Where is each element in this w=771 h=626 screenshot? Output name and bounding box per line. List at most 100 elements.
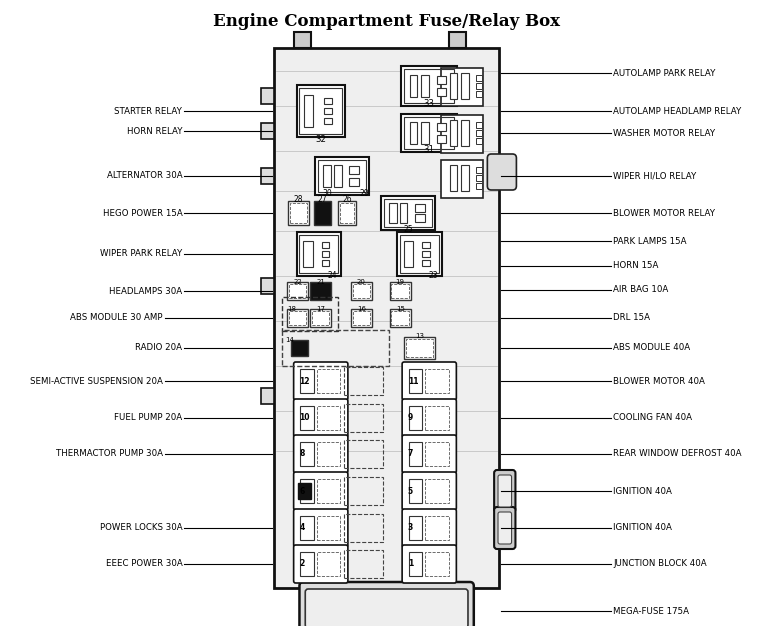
Text: JUNCTION BLOCK 40A: JUNCTION BLOCK 40A: [613, 560, 707, 568]
FancyBboxPatch shape: [294, 472, 348, 510]
Text: 8: 8: [299, 449, 305, 458]
Text: HORN RELAY: HORN RELAY: [126, 126, 182, 135]
Text: 31: 31: [424, 145, 435, 155]
FancyBboxPatch shape: [494, 507, 516, 549]
Bar: [426, 369, 449, 393]
Bar: [318, 160, 366, 192]
Text: 32: 32: [315, 135, 326, 143]
Text: PARK LAMPS 15A: PARK LAMPS 15A: [613, 237, 687, 245]
FancyBboxPatch shape: [498, 475, 512, 507]
Text: 18: 18: [288, 306, 296, 312]
Text: DRL 15A: DRL 15A: [613, 314, 650, 322]
Bar: [317, 406, 340, 430]
Bar: [392, 311, 409, 325]
Text: 15: 15: [396, 306, 405, 312]
Bar: [287, 282, 308, 300]
Text: 11: 11: [408, 376, 419, 386]
Text: 19: 19: [396, 279, 405, 285]
Text: 4: 4: [299, 523, 305, 533]
FancyBboxPatch shape: [299, 582, 474, 626]
Bar: [344, 477, 382, 505]
Bar: [404, 117, 454, 149]
Text: 28: 28: [294, 195, 303, 205]
Bar: [415, 204, 425, 212]
Text: COOLING FAN 40A: COOLING FAN 40A: [613, 414, 692, 423]
Bar: [322, 251, 329, 257]
Bar: [476, 183, 482, 189]
Bar: [310, 282, 332, 300]
FancyBboxPatch shape: [305, 589, 468, 626]
Bar: [301, 369, 314, 393]
Text: IGNITION 40A: IGNITION 40A: [613, 486, 672, 496]
Bar: [409, 122, 417, 143]
FancyBboxPatch shape: [402, 362, 456, 400]
Bar: [340, 203, 354, 223]
Bar: [301, 479, 314, 503]
Bar: [415, 214, 425, 222]
Bar: [476, 83, 482, 89]
Text: AUTOLAMP PARK RELAY: AUTOLAMP PARK RELAY: [613, 68, 715, 78]
Text: HEGO POWER 15A: HEGO POWER 15A: [103, 208, 182, 217]
Bar: [400, 235, 439, 273]
Bar: [409, 442, 423, 466]
Bar: [310, 309, 332, 327]
Bar: [404, 69, 454, 103]
Bar: [282, 297, 338, 331]
Text: THERMACTOR PUMP 30A: THERMACTOR PUMP 30A: [56, 449, 163, 458]
Text: STARTER RELAY: STARTER RELAY: [114, 106, 182, 116]
Text: 5: 5: [408, 486, 413, 496]
Bar: [322, 242, 329, 248]
Bar: [476, 138, 482, 144]
Text: 13: 13: [415, 333, 424, 339]
Bar: [404, 337, 435, 359]
Bar: [344, 367, 382, 395]
Bar: [426, 552, 449, 576]
Bar: [317, 552, 340, 576]
Bar: [334, 165, 342, 187]
Bar: [351, 282, 372, 300]
Text: 30: 30: [322, 190, 332, 198]
Text: 33: 33: [424, 100, 435, 108]
Bar: [344, 404, 382, 432]
Text: 24: 24: [328, 272, 337, 280]
Bar: [322, 260, 329, 266]
Text: HORN 15A: HORN 15A: [613, 262, 658, 270]
Bar: [436, 76, 446, 84]
Bar: [397, 232, 442, 276]
Bar: [403, 241, 413, 267]
Bar: [298, 483, 311, 499]
Text: Engine Compartment Fuse/Relay Box: Engine Compartment Fuse/Relay Box: [213, 13, 560, 30]
Bar: [426, 479, 449, 503]
Bar: [338, 201, 355, 225]
Bar: [476, 91, 482, 97]
Text: BLOWER MOTOR RELAY: BLOWER MOTOR RELAY: [613, 208, 715, 217]
Bar: [317, 442, 340, 466]
Bar: [476, 175, 482, 181]
Text: AIR BAG 10A: AIR BAG 10A: [613, 285, 668, 294]
Text: 20: 20: [357, 279, 366, 285]
Text: 29: 29: [359, 190, 369, 198]
Text: MEGA-FUSE 175A: MEGA-FUSE 175A: [613, 607, 689, 615]
Bar: [301, 442, 314, 466]
Bar: [317, 516, 340, 540]
Bar: [261, 168, 274, 184]
Text: ABS MODULE 40A: ABS MODULE 40A: [613, 344, 690, 352]
Text: 17: 17: [316, 306, 325, 312]
Bar: [290, 203, 307, 223]
Bar: [303, 241, 312, 267]
Bar: [392, 284, 409, 298]
FancyBboxPatch shape: [402, 509, 456, 547]
Bar: [436, 135, 446, 143]
Text: AUTOLAMP HEADLAMP RELAY: AUTOLAMP HEADLAMP RELAY: [613, 106, 742, 116]
Bar: [261, 278, 274, 294]
Bar: [426, 516, 449, 540]
FancyBboxPatch shape: [494, 470, 516, 512]
Bar: [314, 201, 332, 225]
Bar: [324, 98, 332, 103]
Bar: [349, 167, 359, 174]
Bar: [323, 165, 331, 187]
Bar: [344, 514, 382, 542]
Text: 12: 12: [299, 376, 310, 386]
Bar: [301, 516, 314, 540]
Bar: [421, 122, 429, 143]
